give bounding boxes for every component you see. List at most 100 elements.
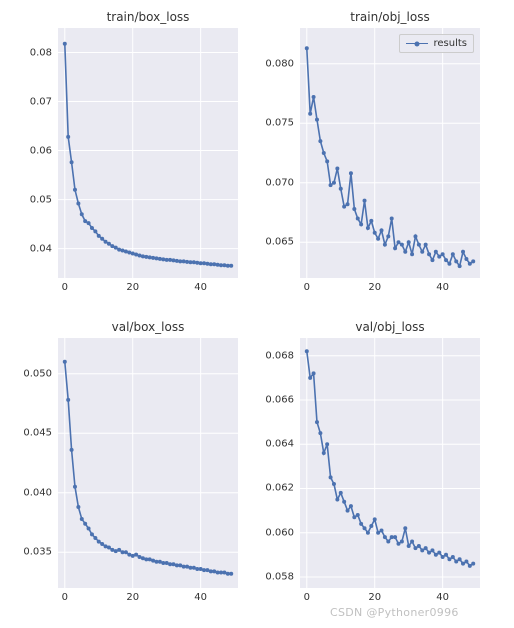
series-point <box>178 563 182 567</box>
series-point <box>222 571 226 575</box>
series-point <box>154 560 158 564</box>
series-point <box>80 517 84 521</box>
series-point <box>369 524 373 528</box>
ytick-label: 0.070 <box>244 177 294 188</box>
series-point <box>312 95 316 99</box>
ytick-label: 0.040 <box>2 487 52 498</box>
series-point <box>342 500 346 504</box>
series-point <box>107 546 111 550</box>
series-line <box>307 351 473 566</box>
series-point <box>229 572 233 576</box>
series-point <box>114 246 118 250</box>
xtick-label: 0 <box>304 592 310 603</box>
series-point <box>212 262 216 266</box>
subplot-2: val/box_loss020400.0350.0400.0450.050 <box>58 338 238 588</box>
ytick-label: 0.064 <box>244 439 294 450</box>
series-point <box>352 207 356 211</box>
ytick-label: 0.06 <box>2 145 52 156</box>
series-line <box>65 362 231 574</box>
series-point <box>83 522 87 526</box>
series-point <box>437 255 441 259</box>
series-point <box>383 535 387 539</box>
legend-marker-icon <box>406 43 428 44</box>
series-point <box>386 234 390 238</box>
series-point <box>427 252 431 256</box>
series-point <box>325 159 329 163</box>
series-point <box>403 250 407 254</box>
series-point <box>461 562 465 566</box>
series-point <box>110 244 114 248</box>
series-point <box>461 250 465 254</box>
series-point <box>437 551 441 555</box>
series-point <box>410 540 414 544</box>
ytick-label: 0.080 <box>244 58 294 69</box>
xtick-label: 20 <box>368 592 381 603</box>
series-point <box>104 240 108 244</box>
series-point <box>346 202 350 206</box>
figure: train/box_loss020400.040.050.060.070.08 t… <box>0 0 514 628</box>
xtick-label: 0 <box>62 592 68 603</box>
series-point <box>464 257 468 261</box>
series-point <box>63 42 67 46</box>
series-point <box>70 448 74 452</box>
series-point <box>335 166 339 170</box>
series-point <box>199 567 203 571</box>
series-point <box>107 242 111 246</box>
series-point <box>97 540 101 544</box>
series-point <box>87 221 91 225</box>
series-point <box>369 219 373 223</box>
xtick-label: 40 <box>436 282 449 293</box>
series-point <box>471 562 475 566</box>
series-point <box>216 571 220 575</box>
xtick-label: 0 <box>304 282 310 293</box>
series-point <box>403 526 407 530</box>
series-point <box>131 554 135 558</box>
chart-svg <box>300 338 480 588</box>
series-point <box>127 251 131 255</box>
series-point <box>366 226 370 230</box>
series-point <box>202 261 206 265</box>
series-point <box>216 263 220 267</box>
series-point <box>329 183 333 187</box>
series-line <box>65 44 231 266</box>
series-point <box>386 540 390 544</box>
ytick-label: 0.08 <box>2 47 52 58</box>
subplot-0: train/box_loss020400.040.050.060.070.08 <box>58 28 238 278</box>
series-point <box>158 560 162 564</box>
xtick-label: 0 <box>62 282 68 293</box>
series-point <box>471 259 475 263</box>
series-point <box>168 258 172 262</box>
series-point <box>195 261 199 265</box>
series-point <box>188 566 192 570</box>
series-point <box>444 553 448 557</box>
subplot-title: train/box_loss <box>58 10 238 24</box>
series-point <box>73 188 77 192</box>
series-point <box>349 504 353 508</box>
series-point <box>192 260 196 264</box>
series-point <box>229 264 233 268</box>
series-point <box>356 513 360 517</box>
series-point <box>93 229 97 233</box>
series-point <box>70 160 74 164</box>
series-point <box>134 252 138 256</box>
series-point <box>390 216 394 220</box>
series-point <box>205 568 209 572</box>
ytick-label: 0.05 <box>2 194 52 205</box>
series-point <box>413 234 417 238</box>
series-point <box>434 250 438 254</box>
series-point <box>322 151 326 155</box>
series-point <box>420 250 424 254</box>
series-point <box>332 181 336 185</box>
series-point <box>322 451 326 455</box>
series-point <box>305 349 309 353</box>
series-point <box>447 262 451 266</box>
series-point <box>222 263 226 267</box>
series-point <box>454 559 458 563</box>
series-point <box>318 139 322 143</box>
series-point <box>312 371 316 375</box>
series-point <box>468 262 472 266</box>
legend-label: results <box>433 38 467 49</box>
series-point <box>376 237 380 241</box>
series-point <box>339 491 343 495</box>
series-point <box>424 243 428 247</box>
